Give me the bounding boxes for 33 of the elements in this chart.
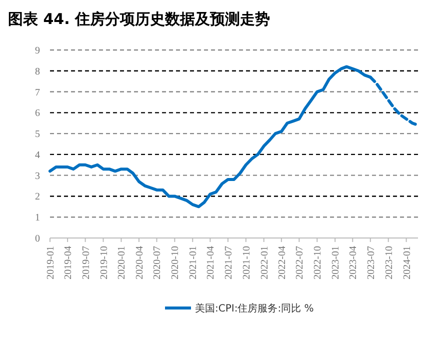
y-tick-label: 5	[35, 129, 40, 140]
x-tick-label: 2022-01	[259, 246, 270, 280]
x-tick-label: 2023-04	[348, 246, 360, 280]
x-tick-label: 2022-07	[294, 246, 306, 280]
x-tick-label: 2019-01	[46, 246, 56, 280]
y-tick-label: 7	[35, 87, 40, 98]
y-tick-label: 3	[35, 170, 40, 182]
x-tick-label: 2021-01	[188, 246, 200, 280]
x-tick-label: 2021-04	[206, 246, 217, 280]
y-tick-label: 1	[35, 212, 40, 224]
y-tick-label: 2	[35, 192, 40, 203]
legend-label: 美国:CPI:住房服务:同比 %	[195, 302, 314, 314]
x-tick-label: 2020-07	[152, 246, 164, 280]
x-tick-label: 2021-10	[241, 246, 252, 280]
y-tick-label: 9	[35, 46, 40, 56]
x-tick-label: 2019-04	[63, 246, 74, 280]
x-tick-label: 2023-07	[366, 246, 377, 280]
x-tick-label: 2023-10	[384, 246, 395, 280]
y-tick-label: 8	[35, 66, 40, 78]
x-tick-label: 2019-10	[98, 246, 110, 280]
chart-title: 图表 44. 住房分项历史数据及预测走势	[8, 10, 270, 28]
y-tick-label: 0	[35, 234, 40, 244]
x-tick-label: 2022-04	[276, 246, 288, 280]
x-tick-label: 2019-07	[80, 246, 92, 280]
x-tick-label: 2023-01	[330, 246, 342, 280]
x-tick-label: 2024-01	[402, 246, 413, 280]
y-tick-label: 4	[35, 150, 40, 161]
x-tick-label: 2021-07	[223, 246, 234, 280]
x-tick-label: 2020-01	[116, 246, 128, 280]
x-tick-label: 2022-10	[312, 246, 324, 280]
y-tick-label: 6	[35, 108, 40, 120]
x-tick-label: 2020-04	[134, 246, 146, 280]
x-tick-label: 2020-10	[170, 246, 182, 280]
